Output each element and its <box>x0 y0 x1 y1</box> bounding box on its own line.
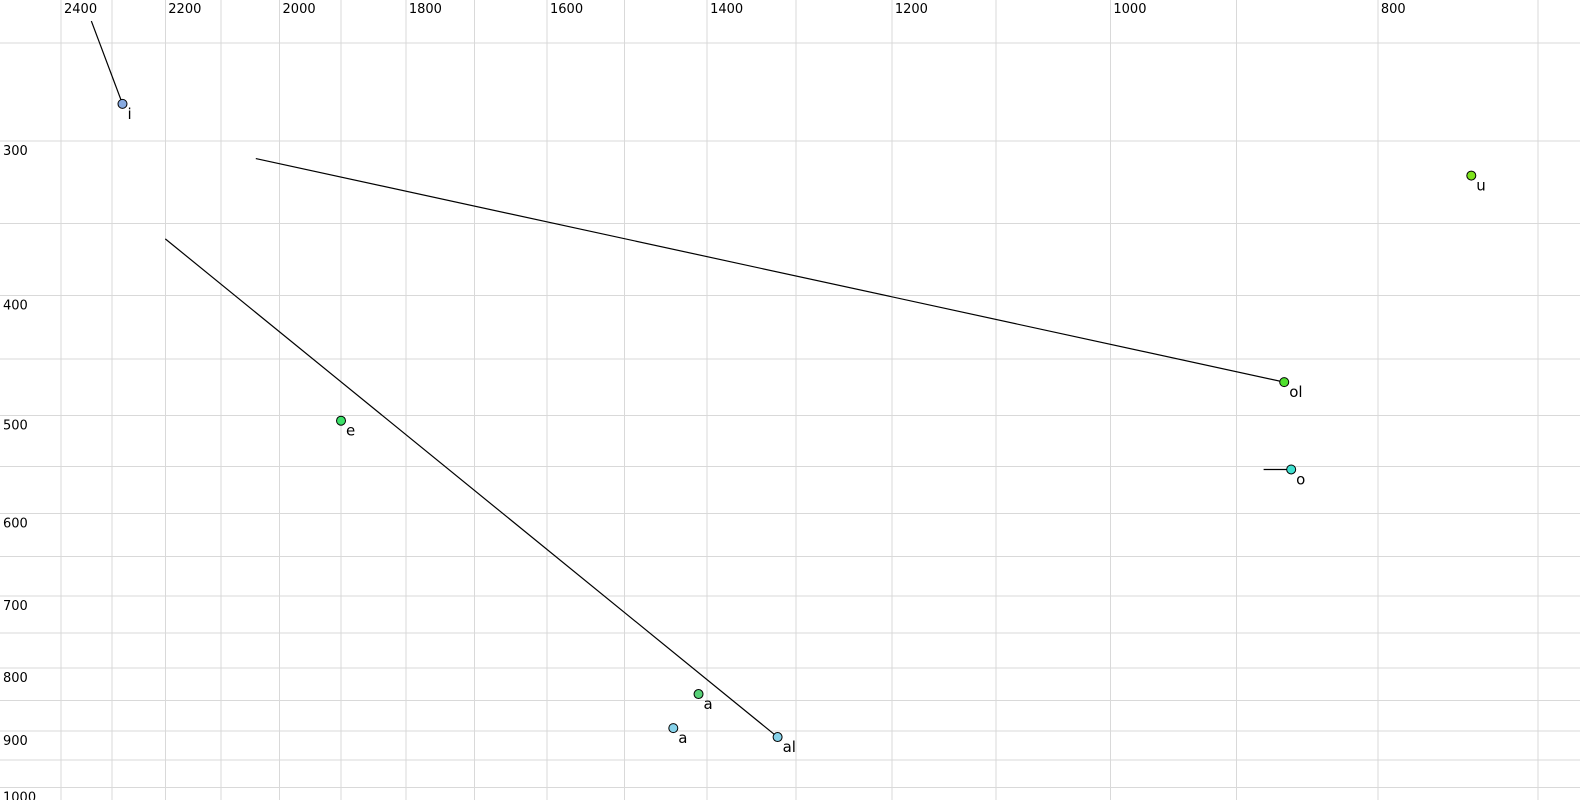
trajectory-line-al <box>164 238 778 738</box>
vowel-point-e-2 <box>336 415 347 426</box>
vowel-label-o-4: o <box>1296 470 1305 488</box>
vowel-label-u-1: u <box>1476 177 1486 195</box>
x-tick-label-1800: 1800 <box>409 2 442 17</box>
vowel-point-al-7 <box>772 732 783 743</box>
x-tick-label-2200: 2200 <box>168 2 201 17</box>
y-tick-label-500: 500 <box>3 418 28 433</box>
trajectory-line-ol <box>255 157 1285 383</box>
axis-tick-labels: 2400 2200 2000 1800 1600 1400 1200 1000 800 300 40… <box>3 2 1406 800</box>
trajectory-line-i <box>90 20 124 105</box>
x-tick-label-2400: 2400 <box>64 2 97 17</box>
vowel-label-e-2: e <box>346 422 355 440</box>
vowel-point-o-4 <box>1286 464 1297 475</box>
vowel-point-a-6 <box>668 723 679 734</box>
vowel-point-labels: i u e ol o aa al <box>127 105 1485 756</box>
vowel-label-i-0: i <box>127 105 131 123</box>
vowel-label-a-6: a <box>678 729 687 747</box>
vowel-point-a-5 <box>693 689 704 700</box>
vowel-label-a-5: a <box>704 695 713 713</box>
x-tick-label-1200: 1200 <box>895 2 928 17</box>
x-tick-label-1600: 1600 <box>550 2 583 17</box>
vowel-label-al-7: al <box>783 738 796 756</box>
y-tick-label-700: 700 <box>3 599 28 614</box>
y-tick-label-400: 400 <box>3 298 28 313</box>
y-tick-label-800: 800 <box>3 671 28 686</box>
trajectory-lines <box>90 20 1292 738</box>
y-tick-label-300: 300 <box>3 144 28 159</box>
y-tick-label-900: 900 <box>3 734 28 749</box>
y-tick-label-600: 600 <box>3 516 28 531</box>
vowel-points <box>117 98 1477 743</box>
vowel-label-ol-3: ol <box>1289 383 1302 401</box>
x-tick-label-1400: 1400 <box>710 2 743 17</box>
x-tick-label-2000: 2000 <box>283 2 316 17</box>
vowel-point-ol-3 <box>1279 377 1290 388</box>
vowel-point-i-0 <box>117 98 128 109</box>
x-tick-label-800: 800 <box>1381 2 1406 17</box>
x-tick-label-1000: 1000 <box>1113 2 1146 17</box>
vowel-point-u-1 <box>1466 170 1477 181</box>
y-tick-label-1000: 1000 <box>3 791 36 800</box>
